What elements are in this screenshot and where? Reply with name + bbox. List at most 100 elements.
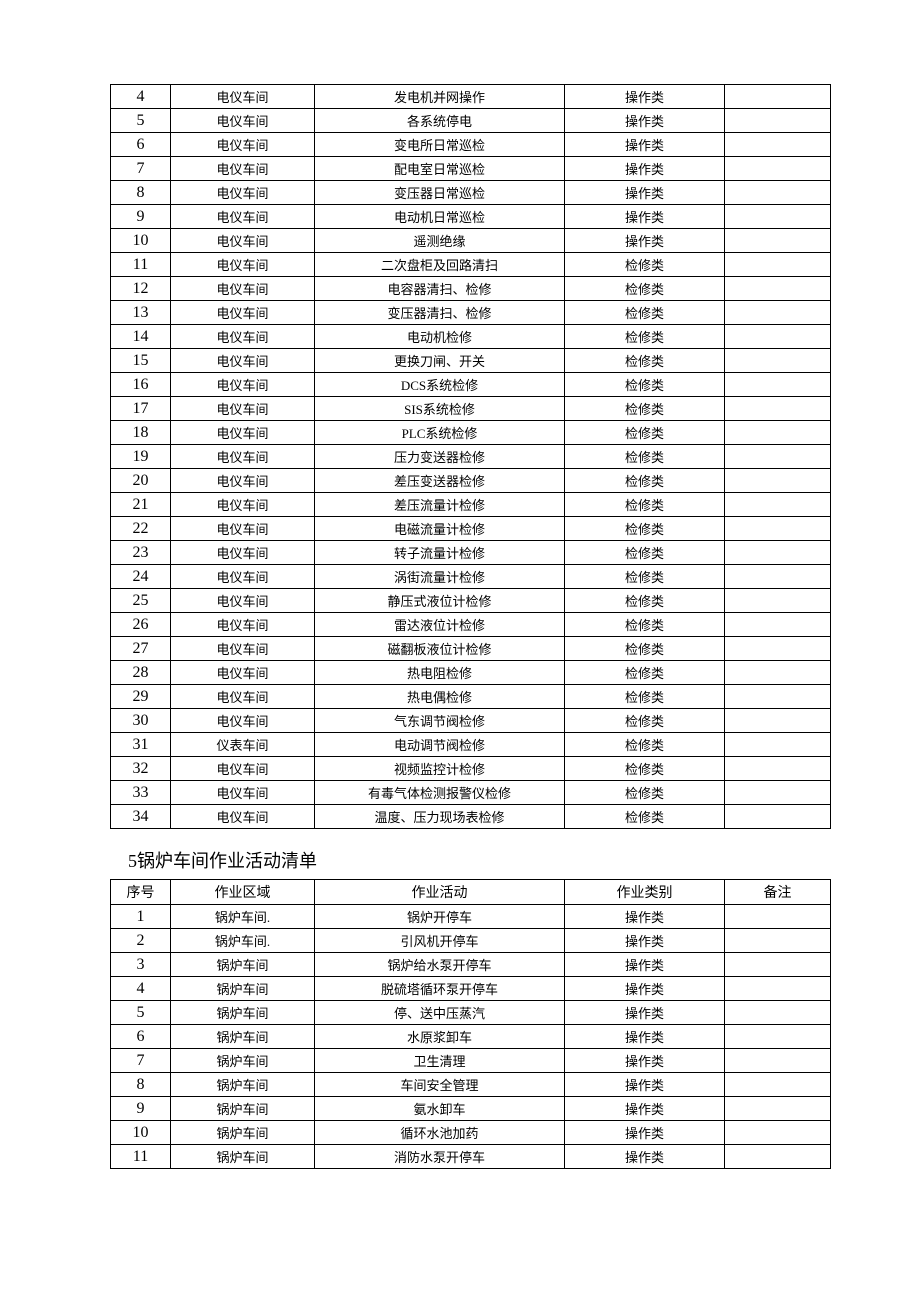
row-type: 检修类 xyxy=(565,445,725,469)
row-activity: 二次盘柜及回路清扫 xyxy=(315,253,565,277)
table-row: 23电仪车间转子流量计检修检修类 xyxy=(111,541,831,565)
row-index: 3 xyxy=(111,953,171,977)
row-type: 检修类 xyxy=(565,325,725,349)
row-remark xyxy=(725,661,831,685)
row-activity: 差压变送器检修 xyxy=(315,469,565,493)
row-activity: 电容器清扫、检修 xyxy=(315,277,565,301)
row-activity: 车间安全管理 xyxy=(315,1073,565,1097)
row-remark xyxy=(725,421,831,445)
table-row: 25电仪车间静压式液位计检修检修类 xyxy=(111,589,831,613)
row-activity: DCS系统检修 xyxy=(315,373,565,397)
row-index: 23 xyxy=(111,541,171,565)
row-type: 检修类 xyxy=(565,637,725,661)
row-index: 14 xyxy=(111,325,171,349)
row-activity: 静压式液位计检修 xyxy=(315,589,565,613)
row-remark xyxy=(725,493,831,517)
row-area: 电仪车间 xyxy=(171,517,315,541)
row-remark xyxy=(725,589,831,613)
row-type: 操作类 xyxy=(565,229,725,253)
table-row: 33电仪车间有毒气体检测报警仪检修检修类 xyxy=(111,781,831,805)
row-area: 电仪车间 xyxy=(171,541,315,565)
row-area: 电仪车间 xyxy=(171,325,315,349)
table-row: 12电仪车间电容器清扫、检修检修类 xyxy=(111,277,831,301)
row-index: 6 xyxy=(111,1025,171,1049)
row-area: 电仪车间 xyxy=(171,565,315,589)
table-row: 2锅炉车间.引风机开停车操作类 xyxy=(111,929,831,953)
row-index: 24 xyxy=(111,565,171,589)
row-area: 电仪车间 xyxy=(171,469,315,493)
row-remark xyxy=(725,805,831,829)
row-type: 检修类 xyxy=(565,709,725,733)
row-activity: 雷达液位计检修 xyxy=(315,613,565,637)
row-activity: 视频监控计检修 xyxy=(315,757,565,781)
row-index: 5 xyxy=(111,1001,171,1025)
row-activity: 水原浆卸车 xyxy=(315,1025,565,1049)
row-index: 34 xyxy=(111,805,171,829)
row-area: 电仪车间 xyxy=(171,157,315,181)
row-remark xyxy=(725,1025,831,1049)
row-area: 电仪车间 xyxy=(171,181,315,205)
row-remark xyxy=(725,1097,831,1121)
row-activity: 电磁流量计检修 xyxy=(315,517,565,541)
row-remark xyxy=(725,277,831,301)
row-index: 19 xyxy=(111,445,171,469)
row-index: 11 xyxy=(111,1145,171,1169)
row-type: 操作类 xyxy=(565,1145,725,1169)
row-activity: 消防水泵开停车 xyxy=(315,1145,565,1169)
row-index: 16 xyxy=(111,373,171,397)
row-area: 电仪车间 xyxy=(171,709,315,733)
row-area: 锅炉车间 xyxy=(171,1145,315,1169)
row-type: 检修类 xyxy=(565,421,725,445)
row-area: 电仪车间 xyxy=(171,421,315,445)
row-type: 检修类 xyxy=(565,781,725,805)
row-index: 10 xyxy=(111,1121,171,1145)
row-type: 操作类 xyxy=(565,1097,725,1121)
row-activity: 锅炉开停车 xyxy=(315,905,565,929)
row-area: 电仪车间 xyxy=(171,781,315,805)
row-type: 操作类 xyxy=(565,157,725,181)
table-row: 10电仪车间遥测绝缘操作类 xyxy=(111,229,831,253)
row-type: 操作类 xyxy=(565,181,725,205)
row-remark xyxy=(725,229,831,253)
header-area: 作业区域 xyxy=(171,880,315,905)
row-index: 10 xyxy=(111,229,171,253)
row-remark xyxy=(725,325,831,349)
table-row: 20电仪车间差压变送器检修检修类 xyxy=(111,469,831,493)
row-index: 12 xyxy=(111,277,171,301)
row-index: 8 xyxy=(111,181,171,205)
row-remark xyxy=(725,565,831,589)
table-row: 4锅炉车间脱硫塔循环泵开停车操作类 xyxy=(111,977,831,1001)
table-row: 31仪表车间电动调节阀检修检修类 xyxy=(111,733,831,757)
table-row: 7锅炉车间卫生清理操作类 xyxy=(111,1049,831,1073)
row-type: 操作类 xyxy=(565,1001,725,1025)
row-type: 检修类 xyxy=(565,589,725,613)
row-remark xyxy=(725,1145,831,1169)
row-index: 28 xyxy=(111,661,171,685)
table-row: 11电仪车间二次盘柜及回路清扫检修类 xyxy=(111,253,831,277)
table-row: 22电仪车间电磁流量计检修检修类 xyxy=(111,517,831,541)
table-row: 28电仪车间热电阻检修检修类 xyxy=(111,661,831,685)
row-remark xyxy=(725,157,831,181)
row-activity: 变电所日常巡检 xyxy=(315,133,565,157)
row-activity: 引风机开停车 xyxy=(315,929,565,953)
table-row: 24电仪车间涡街流量计检修检修类 xyxy=(111,565,831,589)
row-activity: 电动机检修 xyxy=(315,325,565,349)
row-type: 检修类 xyxy=(565,733,725,757)
row-area: 电仪车间 xyxy=(171,493,315,517)
row-index: 17 xyxy=(111,397,171,421)
row-index: 7 xyxy=(111,157,171,181)
row-type: 检修类 xyxy=(565,661,725,685)
row-type: 检修类 xyxy=(565,373,725,397)
row-activity: 各系统停电 xyxy=(315,109,565,133)
row-activity: 氨水卸车 xyxy=(315,1097,565,1121)
row-index: 26 xyxy=(111,613,171,637)
row-remark xyxy=(725,397,831,421)
table-row: 6锅炉车间水原浆卸车操作类 xyxy=(111,1025,831,1049)
row-type: 检修类 xyxy=(565,565,725,589)
row-index: 25 xyxy=(111,589,171,613)
row-remark xyxy=(725,253,831,277)
row-activity: 锅炉给水泵开停车 xyxy=(315,953,565,977)
row-type: 操作类 xyxy=(565,977,725,1001)
table-row: 5电仪车间各系统停电操作类 xyxy=(111,109,831,133)
row-remark xyxy=(725,301,831,325)
